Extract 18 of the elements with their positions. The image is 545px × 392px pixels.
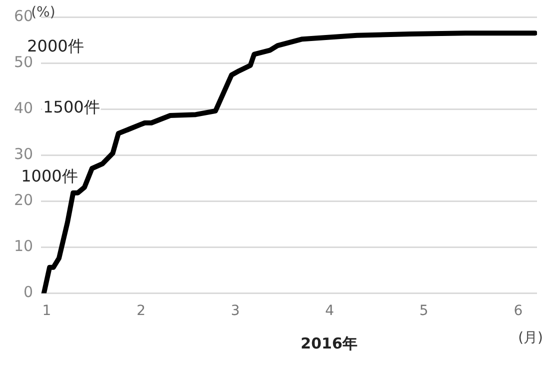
x-tick-label: 2 [136,303,146,320]
y-tick-label: 30 [14,144,34,163]
x-tick-label: 5 [419,303,428,320]
y-tick-label: 40 [14,98,34,117]
x-tick-label: 4 [325,303,334,320]
y-tick-label: 60 [14,6,34,25]
annotation: 2000件 [27,36,84,56]
y-axis-title: (%) [31,4,56,21]
y-tick-label: 20 [14,191,34,210]
annotation: 1000件 [21,166,78,186]
x-tick-label: 1 [42,303,52,320]
y-tick-label: 0 [24,283,34,302]
text: (月) [518,330,543,346]
annotation: 1500件 [43,97,100,116]
y-tick-label: 10 [14,237,34,256]
x-axis-title: 2016年 [300,334,358,353]
x-tick-label: 3 [230,303,240,320]
x-tick-label: 6 [514,303,523,320]
